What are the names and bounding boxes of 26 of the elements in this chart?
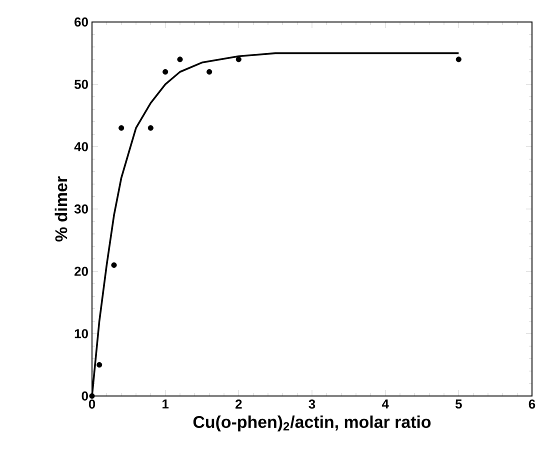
point: [177, 56, 183, 62]
y-tick-label: 20: [74, 266, 88, 276]
y-axis-title: % dimer: [54, 176, 68, 242]
point: [96, 362, 102, 368]
point: [162, 69, 168, 75]
y-tick-label: 0: [82, 391, 88, 401]
point: [89, 393, 95, 399]
x-tick-label: 3: [308, 400, 316, 409]
x-tick-label: 1: [162, 400, 169, 408]
x-tick-label: 4: [382, 400, 389, 408]
point: [111, 262, 117, 268]
y-tick-label: 60: [74, 17, 88, 27]
point: [118, 125, 124, 131]
point: [206, 69, 212, 75]
y-tick-label: 30: [74, 204, 88, 214]
y-tick-label: 50: [74, 80, 88, 89]
x-tick-label: 6: [528, 400, 536, 409]
x-tick-label: 5: [455, 400, 462, 409]
x-tick-label: 2: [236, 400, 242, 409]
point: [236, 56, 242, 62]
x-axis-title: Cu(o-phen)$_{2}$/actin, molar ratio: [193, 416, 431, 432]
x-tick-label: 0: [88, 400, 96, 409]
point: [456, 56, 462, 62]
y-tick-label: 40: [74, 142, 88, 152]
y-tick-label: 10: [74, 329, 88, 338]
point: [148, 125, 154, 131]
